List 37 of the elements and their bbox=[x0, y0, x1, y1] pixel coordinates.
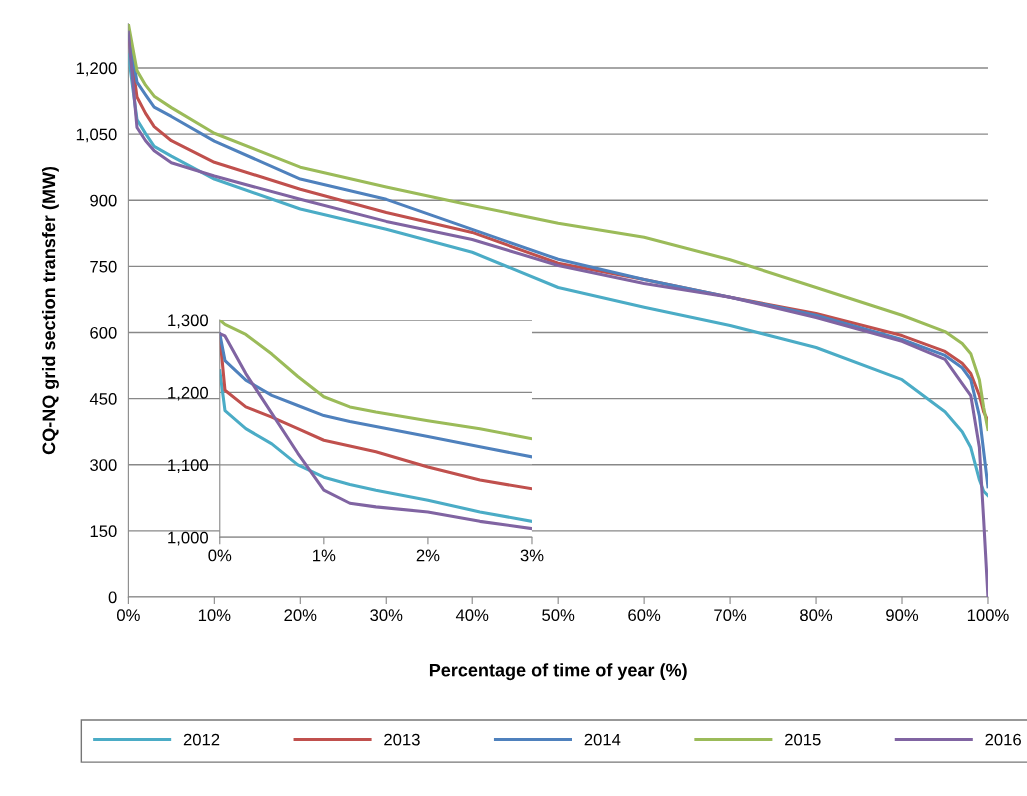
y-tick-label: 300 bbox=[90, 459, 117, 471]
x-axis-title: Percentage of time of year (%) bbox=[429, 663, 687, 681]
x-tick-label: 40% bbox=[455, 609, 489, 622]
y-tick-label: 600 bbox=[90, 326, 117, 339]
legend-label: 2013 bbox=[384, 733, 420, 746]
y-tick-label: 750 bbox=[90, 260, 117, 273]
y-tick-label: 1,300 bbox=[168, 314, 209, 329]
x-tick-label: 1% bbox=[313, 549, 336, 562]
x-tick-label: 10% bbox=[198, 609, 231, 622]
y-tick-label: 1,000 bbox=[168, 531, 209, 546]
x-tick-label: 2% bbox=[416, 549, 440, 562]
x-tick-label: 90% bbox=[886, 609, 919, 622]
x-tick-label: 70% bbox=[714, 609, 747, 622]
y-tick-label: 1,200 bbox=[168, 386, 209, 401]
line-series bbox=[219, 369, 532, 523]
y-tick-label: 1,100 bbox=[168, 459, 209, 474]
x-tick-label: 30% bbox=[370, 609, 403, 622]
x-tick-label: 20% bbox=[284, 609, 317, 622]
y-axis-title: CQ-NQ grid section transfer (MW) bbox=[41, 166, 59, 455]
x-tick-label: 100% bbox=[967, 609, 1009, 622]
x-tick-label: 80% bbox=[800, 609, 833, 622]
y-tick-label: 0 bbox=[108, 591, 117, 604]
y-tick-label: 150 bbox=[90, 525, 117, 538]
legend-label: 2012 bbox=[183, 733, 220, 746]
legend-label: 2015 bbox=[785, 733, 821, 746]
x-tick-label: 50% bbox=[542, 609, 575, 622]
x-tick-label: 0% bbox=[116, 609, 140, 622]
y-tick-label: 1,050 bbox=[76, 128, 117, 143]
legend-label: 2014 bbox=[584, 733, 621, 746]
y-tick-label: 450 bbox=[89, 393, 117, 405]
x-tick-label: 3% bbox=[520, 549, 544, 562]
y-tick-label: 1,200 bbox=[76, 62, 117, 77]
legend-label: 2016 bbox=[985, 733, 1021, 746]
x-tick-label: 0% bbox=[208, 549, 232, 562]
line-series bbox=[219, 332, 532, 531]
x-tick-label: 60% bbox=[628, 609, 661, 622]
y-tick-label: 900 bbox=[90, 194, 117, 207]
